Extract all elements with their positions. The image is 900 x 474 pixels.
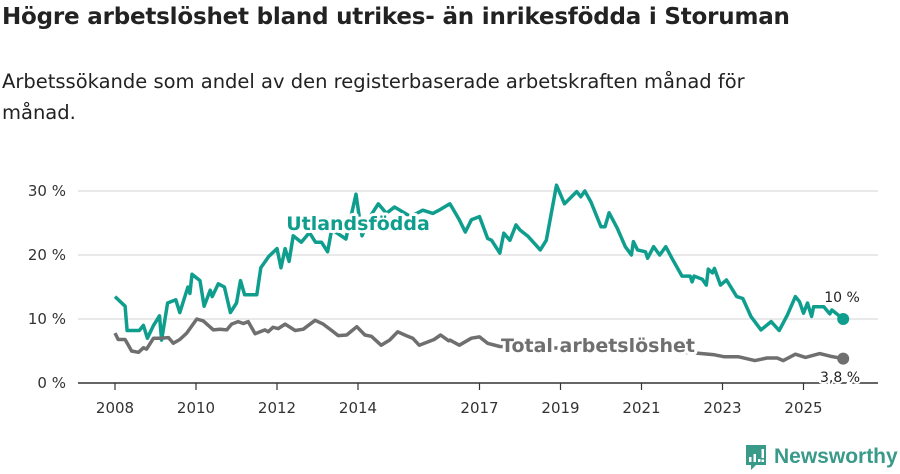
logo-icon (746, 445, 766, 470)
y-tick-label: 10 % (28, 310, 66, 328)
x-tick-label: 2017 (460, 399, 498, 417)
x-tick-label: 2008 (96, 399, 134, 417)
y-axis-ticks: 0 % 10 % 20 % 30 % (28, 182, 66, 392)
gridlines (78, 190, 878, 320)
x-tick-label: 2021 (622, 399, 660, 417)
end-point-total (837, 352, 850, 365)
y-tick-label: 20 % (28, 246, 66, 264)
x-axis-ticks: 2008 2010 2012 2014 2017 2019 2021 2023 2025 (96, 383, 823, 417)
end-label-total: 3,8 % (820, 370, 860, 386)
y-tick-label: 0 % (37, 374, 66, 392)
series-lines (113, 183, 850, 365)
chart-title: Högre arbetslöshet bland utrikes- än inr… (2, 4, 790, 30)
series-line-foreign (113, 183, 845, 342)
end-label-foreign: 10 % (824, 290, 860, 306)
chart-subtitle: Arbetssökande som andel av den registerb… (2, 70, 745, 124)
brand-name: Newsworthy (774, 445, 898, 468)
series-label-total: Total arbetslöshet (501, 335, 695, 357)
series-label-foreign: Utlandsfödda (286, 213, 430, 235)
x-tick-label: 2023 (703, 399, 741, 417)
x-tick-label: 2012 (258, 399, 296, 417)
x-tick-label: 2025 (784, 399, 822, 417)
x-tick-label: 2019 (541, 399, 579, 417)
x-tick-label: 2014 (339, 399, 377, 417)
x-tick-label: 2010 (177, 399, 215, 417)
series-line-total (113, 317, 844, 363)
newsworthy-logo: Newsworthy (744, 443, 898, 471)
y-tick-label: 30 % (28, 182, 66, 200)
end-point-foreign (837, 313, 850, 325)
